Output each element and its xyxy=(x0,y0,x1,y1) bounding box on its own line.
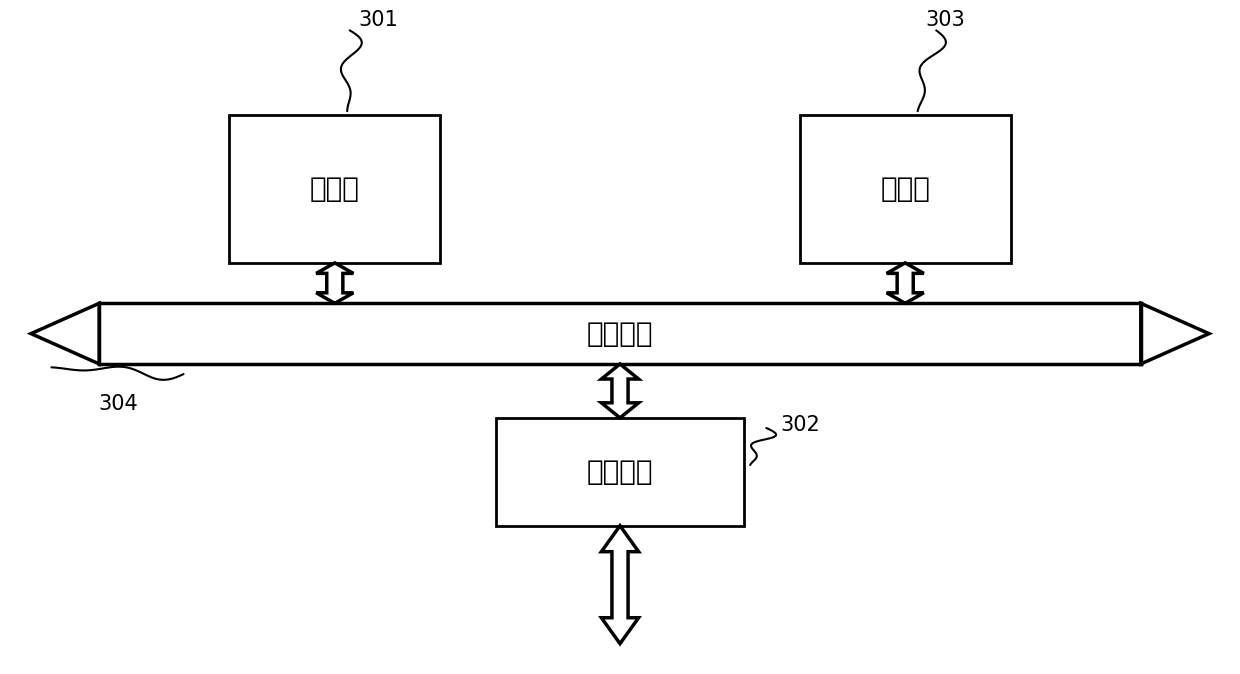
Bar xyxy=(229,115,440,263)
Text: 通信接口: 通信接口 xyxy=(587,458,653,486)
Text: 302: 302 xyxy=(780,415,820,435)
Text: 303: 303 xyxy=(925,10,965,30)
Text: 301: 301 xyxy=(358,10,398,30)
Text: 处理器: 处理器 xyxy=(310,175,360,203)
Bar xyxy=(800,115,1011,263)
Text: 304: 304 xyxy=(98,394,138,415)
Text: 通信总线: 通信总线 xyxy=(587,319,653,348)
Bar xyxy=(496,418,744,526)
Text: 存储器: 存储器 xyxy=(880,175,930,203)
